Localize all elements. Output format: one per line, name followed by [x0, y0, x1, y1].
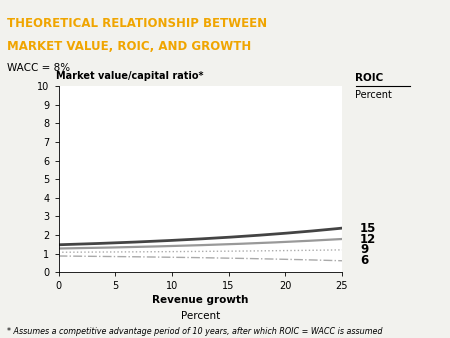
- Text: MARKET VALUE, ROIC, AND GROWTH: MARKET VALUE, ROIC, AND GROWTH: [7, 40, 251, 53]
- Text: Revenue growth: Revenue growth: [152, 295, 248, 305]
- Text: * Assumes a competitive advantage period of 10 years, after which ROIC = WACC is: * Assumes a competitive advantage period…: [7, 327, 382, 336]
- Text: 12: 12: [360, 233, 376, 245]
- Text: Percent: Percent: [180, 312, 220, 321]
- Text: Market value/capital ratio*: Market value/capital ratio*: [56, 71, 203, 80]
- Text: THEORETICAL RELATIONSHIP BETWEEN: THEORETICAL RELATIONSHIP BETWEEN: [7, 17, 267, 29]
- Text: 6: 6: [360, 254, 368, 267]
- Text: 15: 15: [360, 222, 376, 235]
- Text: ROIC: ROIC: [356, 73, 384, 83]
- Text: WACC = 8%: WACC = 8%: [7, 63, 70, 73]
- Text: Percent: Percent: [356, 90, 392, 100]
- Text: 9: 9: [360, 243, 368, 257]
